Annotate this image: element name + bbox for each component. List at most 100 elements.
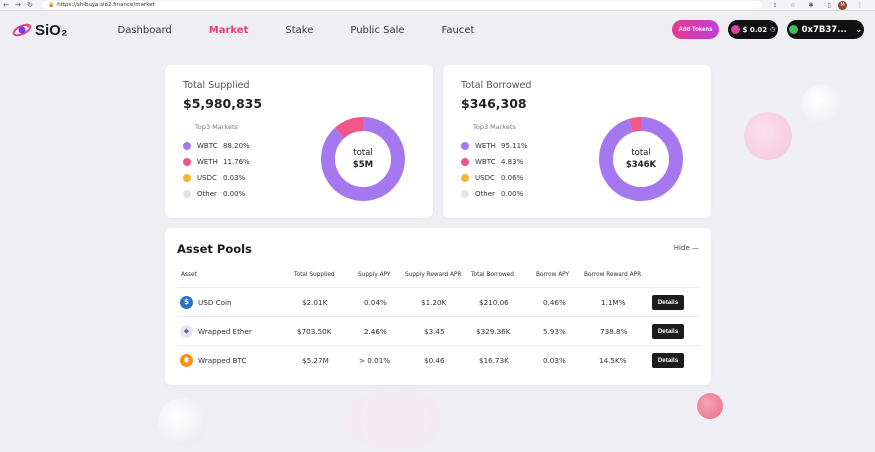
legend-item: WETH 11.76% (183, 154, 250, 170)
profile-avatar[interactable]: M (838, 0, 847, 10)
column-header: Total Borrowed (471, 272, 514, 278)
supply-reward-apr-value: $1.20K (421, 297, 447, 307)
card-amount: $346,308 (461, 96, 527, 111)
donut-slice-weth (321, 117, 405, 201)
bitcoin-icon: ฿ (180, 353, 193, 367)
clock-icon: ◷ (770, 26, 776, 33)
donut-center-value: $346K (625, 160, 657, 170)
donut-center-label: total (353, 148, 373, 158)
hide-label: Hide (673, 244, 690, 252)
forward-icon[interactable]: → (15, 1, 21, 9)
nav-faucet[interactable]: Faucet (441, 24, 475, 36)
supply-reward-apr-value: $0.46 (424, 355, 445, 365)
legend-dot-icon (461, 142, 469, 150)
nav-public-sale[interactable]: Public Sale (350, 24, 405, 36)
donut-center: total $346K (598, 116, 684, 202)
wallet-address: 0x7B37... (801, 24, 847, 35)
legend-dot-icon (461, 190, 469, 198)
chevron-down-icon: ⌄ (854, 24, 863, 35)
legend-name: Other (475, 190, 495, 198)
legend-item: WBTC 4.83% (461, 154, 528, 170)
legend-name: Other (197, 190, 217, 198)
decor-blob-faint (340, 390, 450, 450)
details-cell: Details (652, 317, 684, 345)
details-button[interactable]: Details (652, 323, 684, 339)
decor-blob-pink (744, 112, 792, 160)
borrow-reward-apr-value: 738.8% (600, 326, 628, 336)
back-icon[interactable]: ← (3, 1, 9, 9)
menu-icon[interactable]: ⋮ (857, 1, 863, 9)
token-price-button[interactable]: $ 0.02 ◷ (728, 20, 778, 39)
token-price: $ 0.02 (742, 25, 768, 34)
total-borrowed-value: $210.06 (479, 297, 509, 307)
asset-name: USD Coin (198, 297, 232, 307)
asset-pools-card: Asset Pools Hide — Asset Total Supplied … (165, 228, 711, 385)
total-borrowed-card: Total Borrowed $346,308 Top3 Markets WET… (443, 65, 711, 218)
main-nav: Dashboard Market Stake Public Sale Fauce… (118, 25, 512, 36)
lock-icon: 🔒 (48, 2, 55, 8)
details-button[interactable]: Details (652, 352, 684, 368)
address-bar[interactable]: 🔒 https://shibuya.sio2.finance/market (42, 0, 762, 10)
legend-name: USDC (197, 174, 217, 182)
details-cell: Details (652, 346, 684, 374)
table-header: Asset Total Supplied Supply APY Supply R… (177, 272, 700, 282)
reload-icon[interactable]: ↻ (27, 1, 33, 9)
asset-name: Wrapped BTC (198, 355, 247, 365)
table-row: ◆ Wrapped Ether $703.50K 2.46% $3.45 $329… (177, 316, 700, 345)
legend-pct: 95.11% (501, 142, 528, 150)
column-header: Asset (181, 272, 197, 278)
legend-pct: 0.03% (223, 174, 246, 182)
nav-stake[interactable]: Stake (285, 24, 314, 36)
donut-slice-wbtc (599, 117, 683, 201)
legend-pct: 4.83% (501, 158, 524, 166)
legend-pct: 0.00% (223, 190, 246, 198)
add-tokens-button[interactable]: Add Tokens (672, 20, 719, 39)
table-row: ฿ Wrapped BTC $5.27M > 0.01% $0.46 $16.73… (177, 345, 700, 374)
supplied-donut-chart: total $5M (320, 116, 406, 202)
browser-toolbar: ← → ↻ 🔒 https://shibuya.sio2.finance/mar… (0, 0, 875, 11)
supply-apy-value: 0.04% (364, 297, 387, 307)
card-amount: $5,980,835 (183, 96, 263, 111)
sidebar-icon[interactable]: ▯ (827, 1, 831, 9)
borrow-reward-apr-value: 14.5K% (599, 355, 627, 365)
card-title: Total Borrowed (461, 80, 532, 91)
decor-blob-red (697, 393, 723, 419)
legend-dot-icon (183, 158, 191, 166)
column-header: Borrow APY (536, 272, 570, 278)
legend-name: USDC (475, 174, 495, 182)
header-actions: Add Tokens $ 0.02 ◷ 0x7B37... ⌄ (672, 20, 864, 39)
share-icon[interactable]: ⇪ (772, 1, 778, 9)
donut-center: total $5M (320, 116, 406, 202)
legend-pct: 88.20% (223, 142, 250, 150)
asset-cell[interactable]: ◆ Wrapped Ether (180, 317, 252, 345)
minus-icon: — (692, 244, 699, 252)
total-borrowed-value: $16.73K (479, 355, 509, 365)
url-text: https://shibuya.sio2.finance/market (57, 2, 155, 8)
star-icon[interactable]: ☆ (790, 1, 796, 9)
details-button[interactable]: Details (652, 294, 684, 310)
wallet-button[interactable]: 0x7B37... ⌄ (787, 20, 864, 39)
app-header: SiO₂ Dashboard Market Stake Public Sale … (0, 11, 875, 49)
donut-center-value: $5M (352, 160, 374, 170)
column-header: Total Supplied (294, 272, 335, 278)
column-header: Supply APY (358, 272, 391, 278)
sio2-token-icon (730, 25, 740, 34)
borrow-apy-value: 0.46% (543, 297, 566, 307)
asset-name: Wrapped Ether (198, 326, 252, 336)
legend-pct: 0.00% (501, 190, 524, 198)
top3-label: Top3 Markets (195, 123, 238, 131)
legend: WETH 95.11% WBTC 4.83% USDC 0.06% Other 0.00… (461, 138, 528, 202)
hide-toggle[interactable]: Hide — (674, 244, 699, 252)
asset-cell[interactable]: $ USD Coin (180, 288, 232, 316)
total-supplied-value: $5.27M (302, 355, 329, 365)
legend-dot-icon (183, 174, 191, 182)
asset-cell[interactable]: ฿ Wrapped BTC (180, 346, 246, 374)
logo-text: SiO₂ (35, 21, 68, 39)
nav-dashboard[interactable]: Dashboard (117, 24, 172, 36)
usd-coin-icon: $ (180, 295, 193, 309)
extensions-icon[interactable]: ✱ (808, 1, 814, 9)
logo[interactable]: SiO₂ (12, 22, 68, 39)
legend-pct: 11.76% (223, 158, 250, 166)
legend-name: WETH (475, 142, 496, 150)
nav-market[interactable]: Market (208, 24, 249, 36)
